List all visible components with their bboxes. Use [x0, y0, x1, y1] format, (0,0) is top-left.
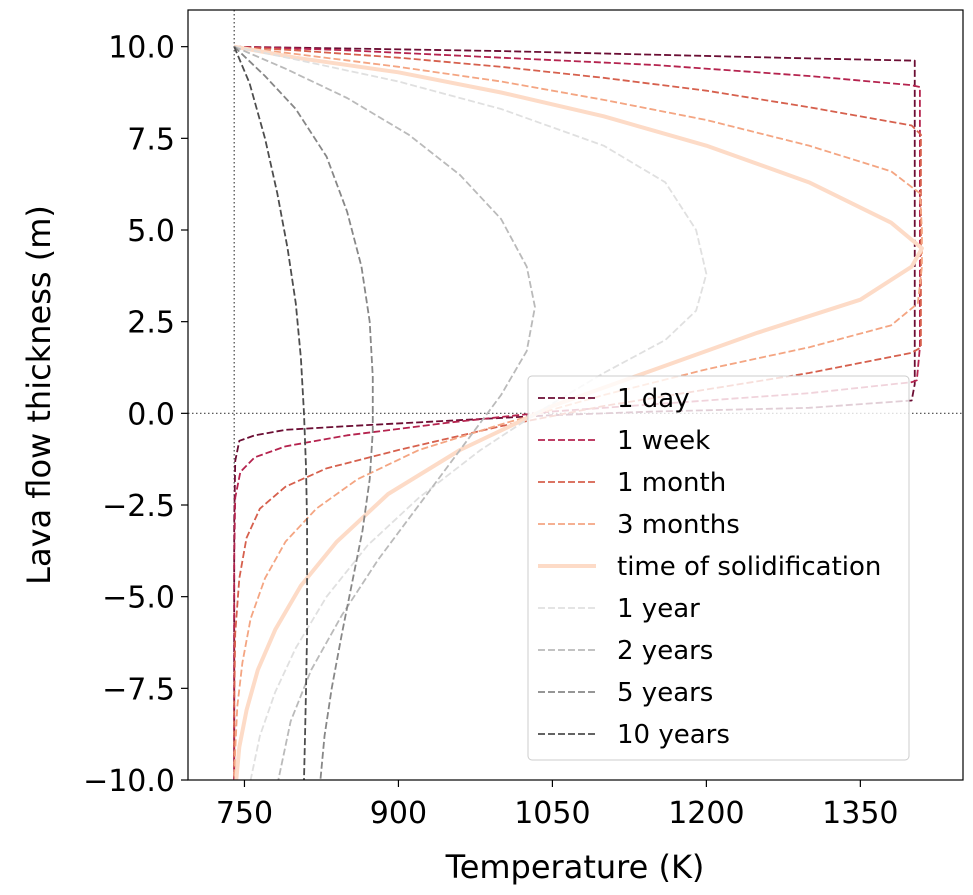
series-line-6	[234, 45, 708, 780]
x-tick-label: 1200	[668, 796, 744, 831]
legend-box	[527, 375, 910, 761]
x-tick-label: 1050	[514, 796, 590, 831]
y-tick-label: −10.0	[83, 764, 175, 799]
x-tick-label: 1350	[822, 796, 898, 831]
series-line-7	[233, 45, 536, 780]
series-line-3	[233, 45, 922, 780]
y-tick-label: 0.0	[127, 397, 175, 432]
legend-label-7: 2 years	[617, 636, 713, 666]
y-tick-label: 2.5	[127, 306, 175, 341]
x-axis: 750 900 1050 1200 1350	[216, 780, 899, 831]
series-line-2	[233, 45, 921, 780]
y-tick-label: −7.5	[102, 672, 175, 707]
reference-lines	[188, 10, 963, 780]
x-axis-label: Temperature (K)	[445, 848, 705, 886]
x-tick-label: 900	[370, 796, 427, 831]
legend-label-8: 5 years	[617, 678, 713, 708]
legend-label-2: 1 week	[617, 426, 710, 456]
legend-label-4: 3 months	[617, 510, 740, 540]
y-tick-label: 5.0	[127, 214, 175, 249]
y-axis: 10.0 7.5 5.0 2.5 0.0 −2.5 −5.0 −7.5 −10.0	[83, 31, 188, 799]
legend-label-3: 1 month	[617, 468, 726, 498]
y-tick-label: 10.0	[108, 31, 175, 66]
legend-label-6: 1 year	[617, 594, 700, 624]
legend-label-1: 1 day	[617, 384, 690, 414]
y-tick-label: −2.5	[102, 489, 175, 524]
y-tick-label: 7.5	[127, 122, 175, 157]
series-line-8	[233, 46, 374, 780]
y-axis-label: Lava flow thickness (m)	[20, 205, 58, 585]
legend: 1 day 1 week 1 month 3 months time of solidi…	[527, 375, 910, 761]
series-line-5	[233, 44, 924, 780]
series-line-4	[233, 45, 923, 780]
series-lines	[233, 44, 924, 780]
y-tick-label: −5.0	[102, 581, 175, 616]
legend-label-5: time of solidification	[617, 552, 881, 582]
legend-label-9: 10 years	[617, 720, 730, 750]
series-line-9	[233, 46, 308, 780]
plot-frame	[187, 9, 964, 781]
x-tick-label: 750	[216, 796, 273, 831]
